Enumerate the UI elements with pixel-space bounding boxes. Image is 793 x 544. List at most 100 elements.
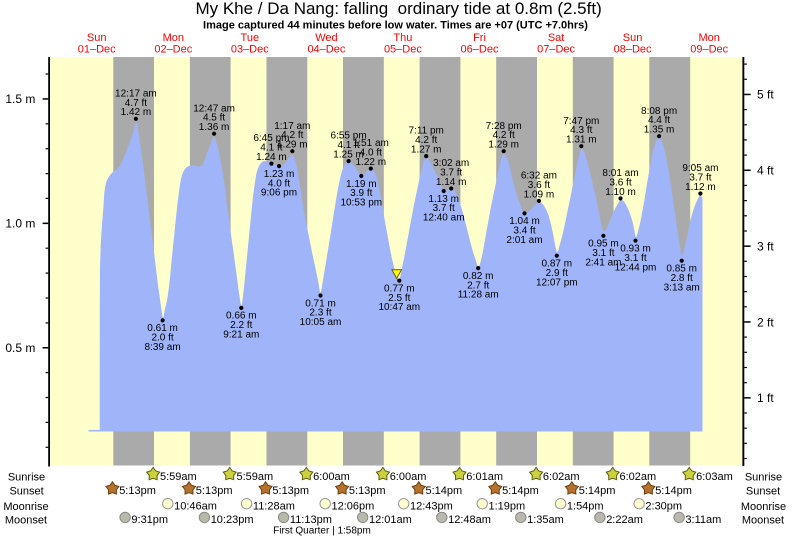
svg-text:3.6 ft: 3.6 ft: [609, 177, 631, 188]
svg-text:7:47 pm: 7:47 pm: [563, 116, 599, 127]
svg-text:1.25 m: 1.25 m: [333, 150, 364, 161]
svg-text:4.1 ft: 4.1 ft: [260, 143, 282, 154]
svg-text:12:43pm: 12:43pm: [410, 500, 453, 512]
svg-text:Wed: Wed: [315, 32, 337, 44]
svg-text:0.66 m: 0.66 m: [226, 311, 257, 322]
svg-text:3.4 ft: 3.4 ft: [513, 226, 535, 237]
svg-text:3.6 ft: 3.6 ft: [528, 180, 550, 191]
svg-text:2.0 ft: 2.0 ft: [151, 333, 173, 344]
svg-text:2.8 ft: 2.8 ft: [671, 273, 693, 284]
svg-text:First Quarter | 1:58pm: First Quarter | 1:58pm: [273, 525, 371, 536]
svg-text:0.77 m: 0.77 m: [384, 283, 415, 294]
svg-text:4.2 ft: 4.2 ft: [415, 135, 437, 146]
svg-text:6:02am: 6:02am: [543, 471, 580, 483]
svg-text:3.1 ft: 3.1 ft: [592, 248, 614, 259]
svg-text:02–Dec: 02–Dec: [154, 44, 192, 56]
svg-text:7:28 pm: 7:28 pm: [486, 121, 522, 132]
svg-text:12:48am: 12:48am: [448, 514, 491, 526]
svg-text:12:40 am: 12:40 am: [423, 213, 465, 224]
svg-text:5:13pm: 5:13pm: [272, 485, 309, 497]
svg-text:Moonrise: Moonrise: [741, 501, 786, 513]
svg-text:2.7 ft: 2.7 ft: [467, 280, 489, 291]
svg-text:8:39 am: 8:39 am: [145, 342, 181, 353]
svg-text:10:46am: 10:46am: [174, 500, 217, 512]
svg-text:5:13pm: 5:13pm: [349, 485, 386, 497]
svg-text:2 ft: 2 ft: [757, 315, 774, 329]
svg-text:12:17 am: 12:17 am: [115, 88, 157, 99]
svg-text:Sunrise: Sunrise: [8, 471, 45, 483]
svg-text:6:32 am: 6:32 am: [521, 171, 557, 182]
svg-text:1.29 m: 1.29 m: [277, 140, 308, 151]
svg-text:2.3 ft: 2.3 ft: [309, 308, 331, 319]
svg-text:6:01am: 6:01am: [466, 471, 503, 483]
svg-text:Sun: Sun: [623, 32, 643, 44]
svg-text:4.2 ft: 4.2 ft: [281, 130, 303, 141]
svg-text:6:00am: 6:00am: [390, 471, 427, 483]
svg-text:12:44 pm: 12:44 pm: [615, 262, 657, 273]
svg-text:4.7 ft: 4.7 ft: [125, 98, 147, 109]
svg-text:Fri: Fri: [473, 32, 486, 44]
svg-text:Tue: Tue: [241, 32, 260, 44]
svg-text:4.5 ft: 4.5 ft: [203, 113, 225, 124]
svg-text:1:35am: 1:35am: [527, 514, 564, 526]
svg-text:0.71 m: 0.71 m: [305, 298, 336, 309]
svg-text:1.24 m: 1.24 m: [256, 152, 287, 163]
svg-text:0.95 m: 0.95 m: [588, 239, 619, 250]
svg-text:Mon: Mon: [163, 32, 184, 44]
svg-text:10:47 am: 10:47 am: [378, 302, 420, 313]
svg-text:1.5 m: 1.5 m: [5, 92, 35, 106]
svg-text:1:51 am: 1:51 am: [353, 138, 389, 149]
svg-text:4.1 ft: 4.1 ft: [337, 140, 359, 151]
svg-text:1.36 m: 1.36 m: [199, 122, 230, 133]
svg-text:5:13pm: 5:13pm: [196, 485, 233, 497]
svg-text:06–Dec: 06–Dec: [461, 44, 499, 56]
svg-text:Moonset: Moonset: [5, 515, 47, 527]
svg-text:Moonrise: Moonrise: [3, 501, 48, 513]
svg-text:9:05 am: 9:05 am: [682, 163, 718, 174]
svg-text:1:54pm: 1:54pm: [567, 500, 604, 512]
svg-text:5 ft: 5 ft: [757, 88, 774, 102]
svg-text:1:17 am: 1:17 am: [274, 121, 310, 132]
svg-text:05–Dec: 05–Dec: [384, 44, 422, 56]
svg-text:5:14pm: 5:14pm: [502, 485, 539, 497]
svg-text:9:06 pm: 9:06 pm: [261, 188, 297, 199]
svg-text:Sun: Sun: [87, 32, 107, 44]
svg-text:5:14pm: 5:14pm: [579, 485, 616, 497]
svg-text:2.5 ft: 2.5 ft: [388, 293, 410, 304]
svg-text:1:19pm: 1:19pm: [489, 500, 526, 512]
svg-text:6:55 pm: 6:55 pm: [331, 131, 367, 142]
svg-text:6:00am: 6:00am: [313, 471, 350, 483]
svg-text:5:59am: 5:59am: [160, 471, 197, 483]
svg-text:Sunset: Sunset: [746, 486, 780, 498]
svg-text:7:11 pm: 7:11 pm: [409, 126, 444, 137]
svg-text:1 ft: 1 ft: [757, 391, 774, 405]
svg-text:Thu: Thu: [393, 32, 412, 44]
svg-text:1.09 m: 1.09 m: [524, 189, 555, 200]
svg-text:3.7 ft: 3.7 ft: [433, 203, 455, 214]
svg-text:10:23pm: 10:23pm: [211, 514, 254, 526]
svg-text:1.27 m: 1.27 m: [411, 145, 442, 156]
svg-text:12:07 pm: 12:07 pm: [536, 277, 578, 288]
svg-text:11:28am: 11:28am: [253, 500, 295, 512]
svg-text:3:11am: 3:11am: [685, 514, 721, 526]
svg-text:11:28 am: 11:28 am: [458, 290, 499, 301]
svg-text:0.5 m: 0.5 m: [5, 341, 35, 355]
svg-text:0.85 m: 0.85 m: [666, 264, 697, 275]
svg-text:3.7 ft: 3.7 ft: [440, 168, 462, 179]
svg-text:9:21 am: 9:21 am: [223, 330, 259, 341]
svg-text:6:45 pm: 6:45 pm: [253, 133, 289, 144]
svg-text:1.23 m: 1.23 m: [264, 169, 295, 180]
svg-text:1.22 m: 1.22 m: [356, 157, 387, 168]
svg-text:1.13 m: 1.13 m: [428, 194, 459, 205]
svg-text:01–Dec: 01–Dec: [78, 44, 116, 56]
svg-text:4.0 ft: 4.0 ft: [360, 148, 382, 159]
svg-text:0.82 m: 0.82 m: [463, 271, 494, 282]
svg-text:3 ft: 3 ft: [757, 239, 774, 253]
svg-text:3:02 am: 3:02 am: [433, 158, 469, 169]
svg-text:4.4 ft: 4.4 ft: [648, 115, 670, 126]
svg-text:2:41 am: 2:41 am: [585, 257, 621, 268]
svg-text:3.9 ft: 3.9 ft: [350, 188, 372, 199]
svg-text:09–Dec: 09–Dec: [690, 44, 728, 56]
svg-text:8:08 pm: 8:08 pm: [641, 106, 677, 117]
svg-text:12:01am: 12:01am: [369, 514, 412, 526]
